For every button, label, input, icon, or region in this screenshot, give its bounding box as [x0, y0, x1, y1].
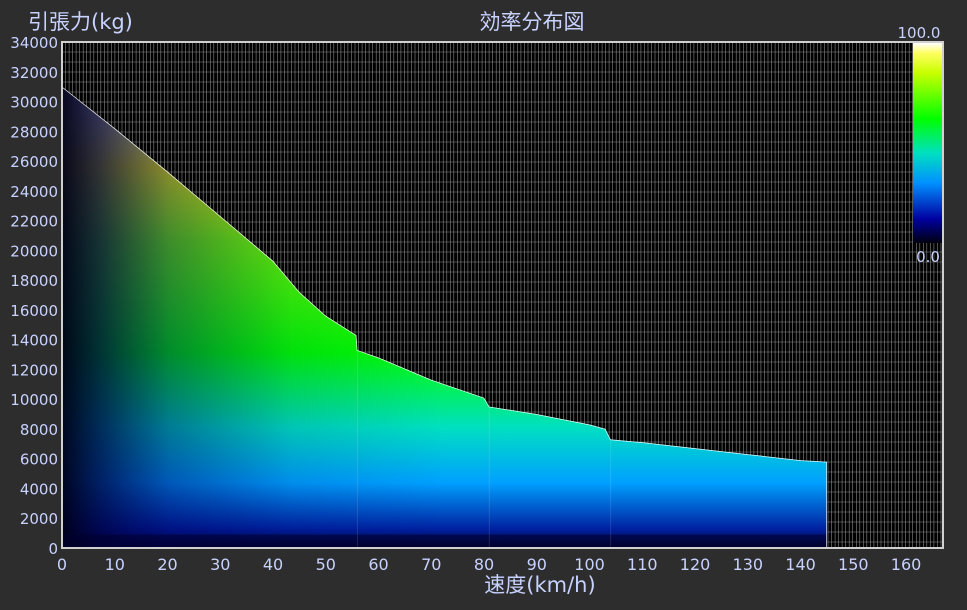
x-tick-label: 150 [838, 555, 869, 574]
y-axis-ticks: 0 2000 4000 6000 8000 10000 12000 14000 16000 180… [10, 34, 58, 558]
efficiency-envelope [62, 86, 827, 548]
y-tick-label: 20000 [10, 242, 58, 260]
x-tick-label: 60 [368, 555, 388, 574]
y-tick-label: 24000 [10, 183, 58, 201]
y-tick-label: 14000 [10, 332, 58, 350]
x-tick-label: 20 [157, 555, 177, 574]
x-tick-label: 110 [627, 555, 658, 574]
y-tick-label: 12000 [10, 361, 58, 379]
y-tick-label: 28000 [10, 123, 58, 141]
y-tick-label: 32000 [10, 64, 58, 82]
y-tick-label: 22000 [10, 213, 58, 231]
colorbar-min-label: 0.0 [916, 248, 940, 266]
x-tick-label: 90 [527, 555, 547, 574]
y-tick-label: 30000 [10, 94, 58, 112]
x-tick-label: 130 [733, 555, 764, 574]
x-tick-label: 100 [574, 555, 605, 574]
x-tick-label: 80 [474, 555, 494, 574]
x-tick-label: 50 [316, 555, 336, 574]
y-axis-label: 引張力(kg) [28, 10, 133, 34]
x-tick-label: 10 [105, 555, 125, 574]
y-tick-label: 18000 [10, 272, 58, 290]
chart-title: 効率分布図 [480, 10, 585, 34]
y-tick-label: 6000 [20, 451, 58, 469]
y-tick-label: 26000 [10, 153, 58, 171]
y-tick-label: 2000 [20, 510, 58, 528]
x-tick-label: 120 [680, 555, 711, 574]
y-tick-label: 10000 [10, 391, 58, 409]
y-tick-label: 34000 [10, 34, 58, 52]
x-tick-label: 160 [891, 555, 922, 574]
plot-frame [61, 41, 944, 549]
x-axis-ticks: 0 10 20 30 40 50 60 70 80 90 100 110 120 130 140 150 160 [57, 555, 921, 574]
y-tick-label: 16000 [10, 302, 58, 320]
heatmap-floor [62, 534, 827, 548]
colorbar-max-label: 100.0 [898, 24, 941, 42]
x-tick-label: 0 [57, 555, 67, 574]
x-tick-label: 30 [210, 555, 230, 574]
y-tick-label: 4000 [20, 481, 58, 499]
colorbar-gradient [913, 43, 942, 243]
y-tick-label: 0 [48, 540, 58, 558]
x-tick-label: 140 [785, 555, 816, 574]
colorbar: 100.0 0.0 [898, 24, 942, 266]
x-tick-label: 70 [421, 555, 441, 574]
x-tick-label: 40 [263, 555, 283, 574]
y-tick-label: 8000 [20, 421, 58, 439]
x-axis-label: 速度(km/h) [484, 573, 595, 597]
